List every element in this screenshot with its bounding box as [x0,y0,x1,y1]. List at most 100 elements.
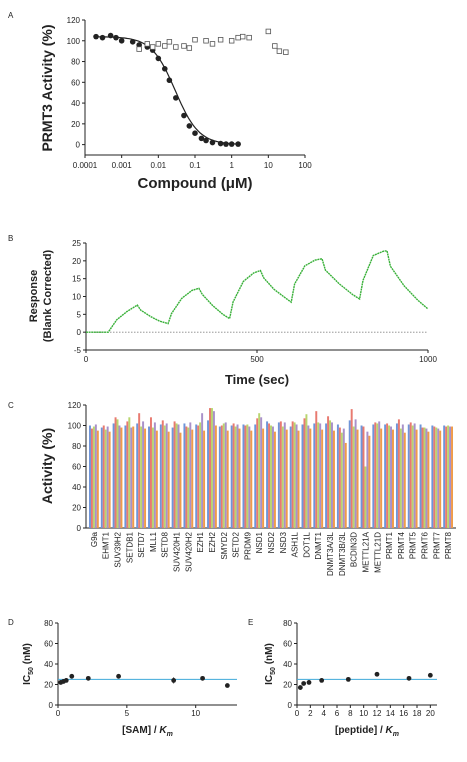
point-open-a [173,44,179,50]
category-label-c: METTL21A [361,531,370,572]
y-axis-label-b: Response (Blank Corrected) [28,250,54,343]
x-tick-label-e: 18 [413,709,422,718]
y-tick-label-a: 100 [67,37,81,46]
bar-c [315,411,318,528]
bar-c [419,424,422,528]
bar-c [153,422,156,528]
category-label-c: SETD8 [161,531,170,557]
category-label-c: PRMT4 [397,531,406,559]
category-label-c: SUV420H1 [173,531,182,572]
bar-c [195,424,198,528]
point-open-a [283,49,289,55]
y-tick-label-c: 20 [72,504,81,513]
bar-c [210,408,213,528]
bar-c [325,423,328,528]
bar-c [390,426,393,528]
point-filled-a [198,135,205,142]
bar-c [376,423,379,528]
point-e [406,675,412,681]
bar-c [132,426,135,528]
y-tick-label-d: 80 [44,619,53,628]
bar-c [230,425,233,528]
bar-c [106,426,109,528]
bar-c [226,430,229,528]
bar-c [411,425,414,528]
bar-c [126,421,129,528]
bar-c [313,423,316,528]
x-tick-label-b: 0 [84,355,89,364]
x-tick-label-b: 1000 [419,355,437,364]
x-tick-label-e: 4 [321,709,326,718]
category-label-c: SETDB1 [125,531,134,563]
bar-c [401,424,404,528]
bar-c [270,425,272,528]
bar-c [248,426,251,528]
bar-c [439,430,442,528]
bar-c [124,425,127,528]
y-tick-label-b: -5 [74,346,82,355]
bar-c [336,424,339,528]
category-label-c: EZH1 [196,531,205,552]
x-axis-label-d: [SAM] / Km [122,725,173,738]
point-filled-a [235,141,241,147]
bar-c [399,428,402,528]
x-axis-label-e: [peptide] / Km [335,725,399,738]
bar-c [344,442,347,528]
bar-c [356,429,359,528]
point-open-a [181,43,187,49]
y-tick-label-d: 40 [44,660,53,669]
bar-c [207,420,210,528]
point-filled-a [192,130,198,136]
bar-c [102,425,105,528]
panel-label-d: D [8,618,14,627]
y-tick-label-a: 20 [71,120,80,129]
bar-c [338,427,341,528]
bar-c [236,424,239,528]
bar-c [112,423,115,528]
bar-c [220,425,223,528]
point-filled-a [99,34,106,41]
x-tick-label-a: 10 [264,161,273,170]
bar-c [388,425,391,528]
bar-c [159,424,162,528]
point-filled-a [173,95,179,101]
y-tick-label-b: 10 [72,293,81,302]
category-label-c: SETD7 [137,531,146,557]
bar-c [163,425,166,528]
point-filled-a [228,141,235,147]
y-tick-label-d: 20 [44,681,53,690]
point-filled-a [136,42,142,48]
y-tick-label-e: 80 [283,619,292,628]
bar-c [212,411,215,528]
bar-c [317,422,320,528]
bar-c [283,422,286,528]
y-tick-label-c: 80 [72,442,81,451]
bar-c [144,428,147,528]
bar-c [256,418,259,528]
bar-c [293,422,296,528]
x-tick-label-e: 0 [295,709,300,718]
bar-c [332,430,335,528]
point-filled-a [186,123,193,129]
point-filled-a [93,33,99,40]
bar-c [372,424,375,528]
category-label-c: SUV39H2 [114,531,123,567]
y-tick-label-a: 40 [71,99,80,108]
x-tick-label-d: 10 [191,709,200,718]
bar-c [289,426,292,528]
category-label-c: NSD1 [255,531,264,553]
bar-c [142,421,145,528]
bar-c [360,425,363,528]
bar-c [435,427,438,528]
bar-c [307,425,310,528]
bar-c [309,428,312,528]
bar-c [374,422,377,528]
bar-c [364,466,367,528]
bar-c [285,429,288,528]
bar-c [136,423,139,528]
y-tick-label-a: 0 [76,141,81,150]
point-open-a [149,44,156,50]
bar-c [340,432,343,528]
bar-c [295,424,298,528]
